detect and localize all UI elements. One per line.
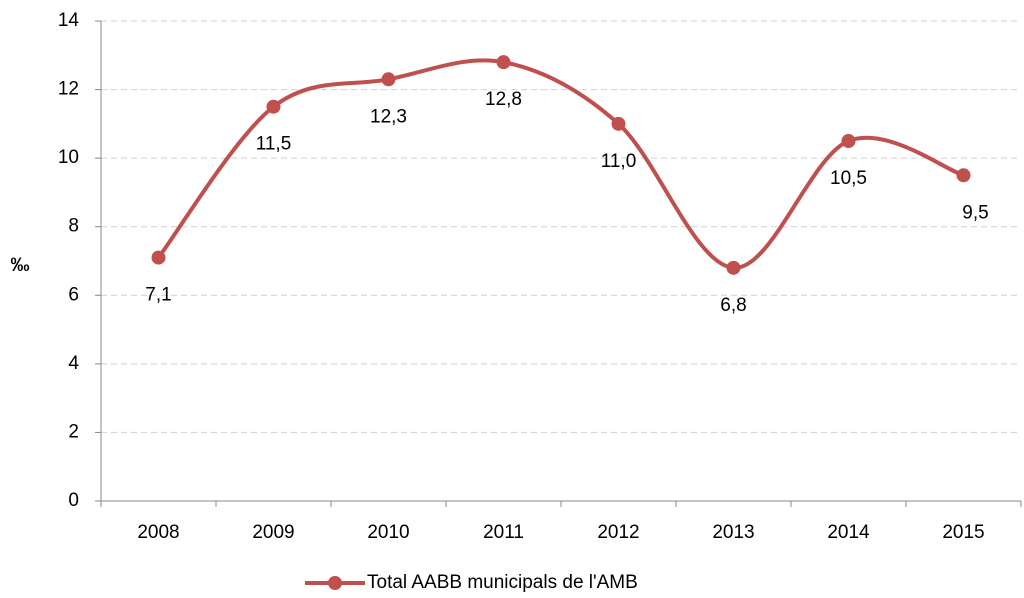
y-tick-label: 0 [68,490,79,511]
data-point [726,260,741,275]
data-label: 10,5 [830,168,867,189]
y-tick-label: 4 [68,353,79,374]
data-point [381,72,396,87]
x-tick-label: 2013 [712,522,754,543]
y-tick-label: 12 [58,79,79,100]
data-point [266,99,281,114]
x-tick-label: 2014 [827,522,870,543]
data-point [956,168,971,183]
legend-marker [328,576,342,590]
data-point [496,55,511,70]
data-point [841,134,856,148]
data-label: 9,5 [962,202,988,223]
x-tick-label: 2010 [367,522,409,543]
x-tick-label: 2012 [597,522,639,543]
x-tick-label: 2011 [483,522,524,543]
data-point [151,250,166,265]
x-tick-label: 2009 [252,522,294,543]
y-tick-label: 10 [58,147,79,168]
legend-label: Total AABB municipals de l'AMB [367,572,638,593]
y-tick-label: 6 [68,284,79,305]
y-tick-label: 14 [58,10,80,31]
y-tick-label: 2 [68,421,79,442]
x-tick-label: 2015 [942,522,984,543]
data-label: 7,1 [145,285,171,306]
data-label: 11,5 [256,134,292,155]
x-tick-label: 2008 [137,522,179,543]
data-label: 6,8 [720,295,746,316]
data-label: 12,8 [485,89,522,110]
series-line [156,58,965,270]
data-label: 12,3 [370,106,407,127]
data-point [611,116,626,131]
y-tick-label: 8 [68,216,79,237]
data-label: 11,0 [601,151,637,172]
y-axis-label: ‰ [11,255,30,276]
